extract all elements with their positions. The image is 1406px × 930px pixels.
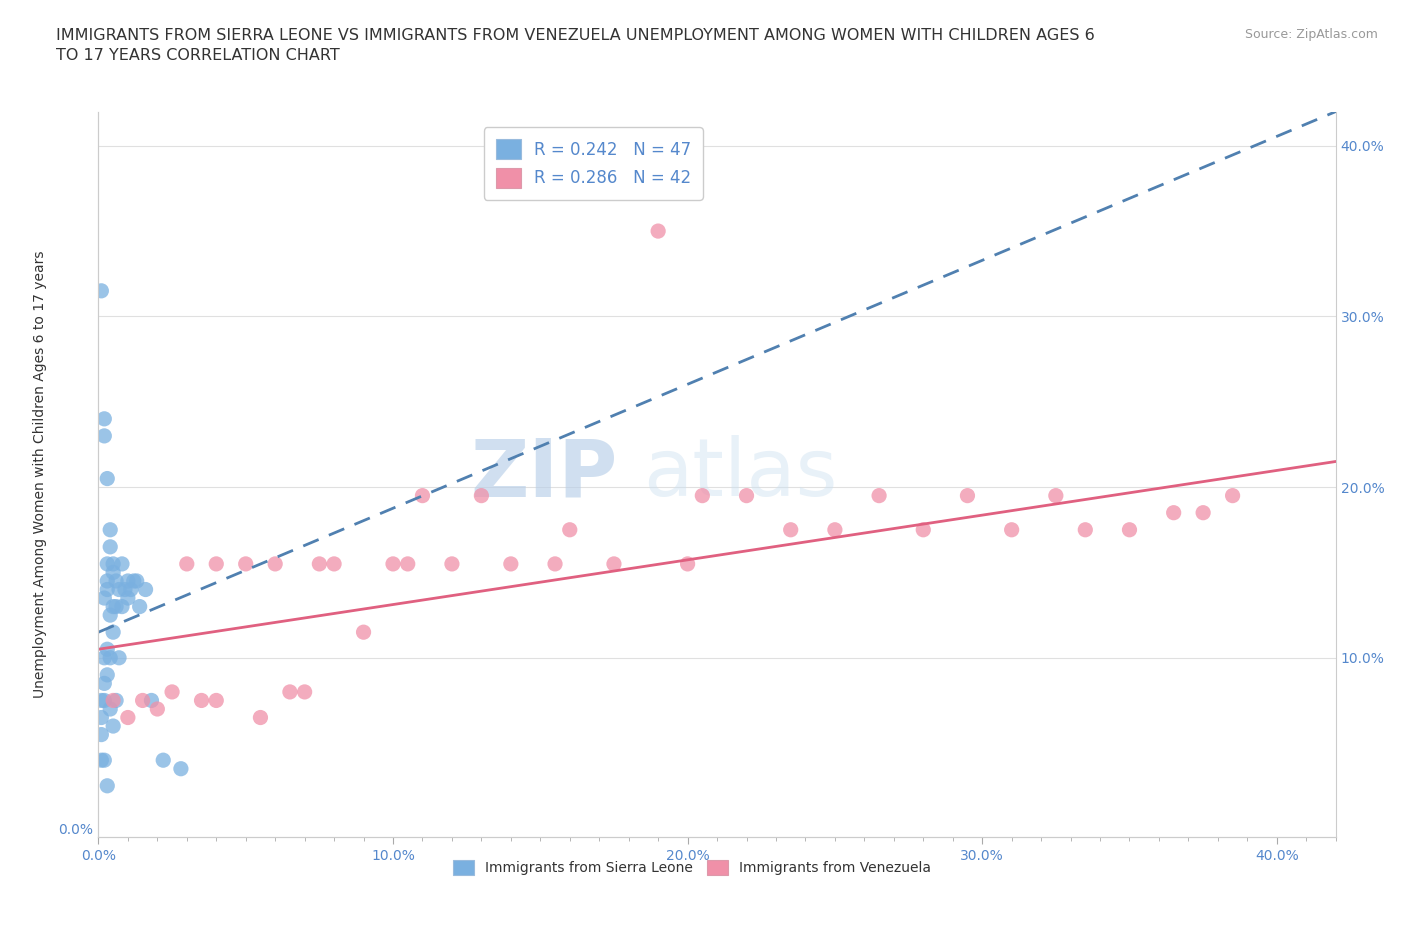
- Point: [692, 488, 714, 503]
- Point: [1001, 523, 1024, 538]
- Point: [205, 556, 228, 571]
- Point: [1118, 523, 1140, 538]
- Point: [323, 556, 346, 571]
- Point: [294, 684, 316, 699]
- Point: [411, 488, 433, 503]
- Point: [235, 556, 257, 571]
- Point: [382, 556, 405, 571]
- Point: [93, 411, 115, 426]
- Point: [98, 607, 121, 622]
- Point: [956, 488, 979, 503]
- Point: [98, 539, 121, 554]
- Point: [96, 472, 118, 486]
- Point: [111, 556, 134, 571]
- Point: [544, 556, 567, 571]
- Legend: Immigrants from Sierra Leone, Immigrants from Venezuela: Immigrants from Sierra Leone, Immigrants…: [449, 855, 936, 881]
- Point: [396, 556, 419, 571]
- Point: [190, 693, 212, 708]
- Point: [735, 488, 758, 503]
- Point: [96, 778, 118, 793]
- Point: [111, 599, 134, 614]
- Point: [440, 556, 463, 571]
- Point: [117, 574, 139, 589]
- Point: [108, 650, 131, 665]
- Text: IMMIGRANTS FROM SIERRA LEONE VS IMMIGRANTS FROM VENEZUELA UNEMPLOYMENT AMONG WOM: IMMIGRANTS FROM SIERRA LEONE VS IMMIGRAN…: [56, 28, 1095, 62]
- Point: [93, 429, 115, 444]
- Point: [141, 693, 163, 708]
- Point: [603, 556, 626, 571]
- Y-axis label: Unemployment Among Women with Children Ages 6 to 17 years: Unemployment Among Women with Children A…: [34, 250, 48, 698]
- Point: [93, 693, 115, 708]
- Point: [90, 693, 112, 708]
- Point: [96, 574, 118, 589]
- Point: [96, 582, 118, 597]
- Point: [249, 711, 271, 725]
- Point: [1074, 523, 1097, 538]
- Point: [205, 693, 228, 708]
- Point: [912, 523, 935, 538]
- Point: [90, 711, 112, 725]
- Point: [824, 523, 846, 538]
- Point: [146, 701, 169, 716]
- Point: [101, 693, 124, 708]
- Point: [108, 582, 131, 597]
- Point: [117, 591, 139, 605]
- Point: [96, 668, 118, 683]
- Point: [105, 599, 128, 614]
- Point: [647, 223, 669, 238]
- Point: [499, 556, 522, 571]
- Point: [135, 582, 157, 597]
- Point: [170, 762, 193, 777]
- Point: [101, 719, 124, 734]
- Point: [176, 556, 198, 571]
- Point: [131, 693, 153, 708]
- Point: [98, 650, 121, 665]
- Point: [98, 701, 121, 716]
- Point: [101, 599, 124, 614]
- Point: [93, 752, 115, 767]
- Point: [1163, 505, 1185, 520]
- Point: [93, 650, 115, 665]
- Point: [125, 574, 148, 589]
- Point: [1222, 488, 1244, 503]
- Point: [353, 625, 375, 640]
- Point: [93, 676, 115, 691]
- Point: [101, 565, 124, 580]
- Point: [264, 556, 287, 571]
- Point: [308, 556, 330, 571]
- Point: [1192, 505, 1215, 520]
- Point: [90, 284, 112, 299]
- Point: [120, 582, 142, 597]
- Point: [676, 556, 699, 571]
- Point: [122, 574, 145, 589]
- Point: [470, 488, 492, 503]
- Point: [558, 523, 581, 538]
- Point: [101, 625, 124, 640]
- Point: [128, 599, 150, 614]
- Text: atlas: atlas: [643, 435, 837, 513]
- Text: ZIP: ZIP: [471, 435, 619, 513]
- Point: [93, 591, 115, 605]
- Point: [114, 582, 136, 597]
- Point: [278, 684, 301, 699]
- Point: [152, 752, 174, 767]
- Point: [101, 556, 124, 571]
- Point: [868, 488, 890, 503]
- Point: [96, 556, 118, 571]
- Point: [98, 523, 121, 538]
- Point: [105, 574, 128, 589]
- Point: [90, 727, 112, 742]
- Point: [117, 711, 139, 725]
- Text: Source: ZipAtlas.com: Source: ZipAtlas.com: [1244, 28, 1378, 41]
- Point: [1045, 488, 1067, 503]
- Point: [160, 684, 183, 699]
- Point: [779, 523, 801, 538]
- Point: [96, 642, 118, 657]
- Point: [90, 752, 112, 767]
- Point: [105, 693, 128, 708]
